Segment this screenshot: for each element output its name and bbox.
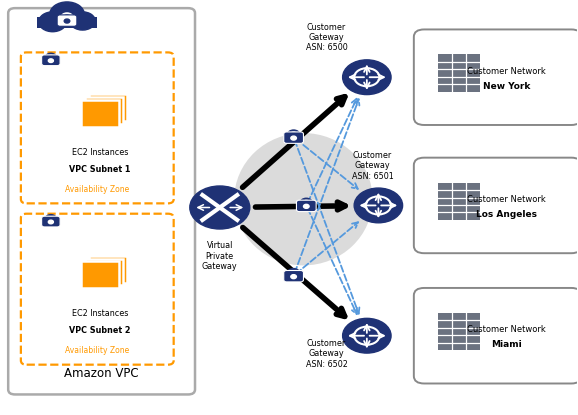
Text: Miami: Miami — [491, 340, 522, 349]
Text: Availability Zone: Availability Zone — [65, 346, 129, 355]
FancyBboxPatch shape — [438, 54, 480, 92]
Text: New York: New York — [483, 82, 530, 91]
FancyBboxPatch shape — [90, 94, 127, 121]
FancyBboxPatch shape — [21, 214, 173, 365]
Circle shape — [291, 275, 297, 278]
Text: Customer Network: Customer Network — [467, 195, 546, 204]
Circle shape — [303, 204, 309, 208]
FancyBboxPatch shape — [284, 271, 303, 282]
Text: Customer
Gateway
ASN: 6501: Customer Gateway ASN: 6501 — [352, 151, 394, 181]
Circle shape — [50, 2, 84, 27]
FancyBboxPatch shape — [42, 55, 60, 66]
Text: Virtual
Private
Gateway: Virtual Private Gateway — [202, 242, 238, 271]
FancyBboxPatch shape — [42, 216, 60, 227]
FancyBboxPatch shape — [86, 259, 123, 286]
FancyBboxPatch shape — [414, 29, 578, 125]
FancyBboxPatch shape — [438, 313, 480, 350]
Ellipse shape — [234, 133, 373, 266]
FancyBboxPatch shape — [8, 8, 195, 394]
Text: EC2 Instances: EC2 Instances — [72, 148, 128, 156]
FancyBboxPatch shape — [86, 97, 123, 124]
FancyBboxPatch shape — [438, 183, 480, 220]
Circle shape — [291, 136, 297, 140]
FancyBboxPatch shape — [284, 132, 303, 143]
Text: Availability Zone: Availability Zone — [65, 185, 129, 194]
FancyBboxPatch shape — [21, 52, 173, 203]
FancyBboxPatch shape — [81, 100, 119, 127]
Text: VPC Subnet 1: VPC Subnet 1 — [69, 165, 131, 174]
Text: EC2 Instances: EC2 Instances — [72, 309, 128, 318]
Text: Customer
Gateway
ASN: 6502: Customer Gateway ASN: 6502 — [306, 339, 347, 369]
Circle shape — [70, 12, 95, 30]
FancyBboxPatch shape — [37, 17, 97, 27]
Text: Customer Network: Customer Network — [467, 325, 546, 334]
FancyBboxPatch shape — [81, 261, 119, 288]
Text: Customer
Gateway
ASN: 6500: Customer Gateway ASN: 6500 — [306, 22, 347, 52]
Text: VPC Subnet 2: VPC Subnet 2 — [69, 326, 131, 335]
Circle shape — [49, 220, 53, 224]
Circle shape — [39, 12, 66, 32]
Circle shape — [343, 318, 391, 353]
FancyBboxPatch shape — [297, 200, 316, 212]
Text: Amazon VPC: Amazon VPC — [64, 367, 139, 380]
Circle shape — [354, 188, 403, 223]
Text: Customer Network: Customer Network — [467, 66, 546, 76]
FancyBboxPatch shape — [414, 158, 578, 253]
Circle shape — [190, 186, 250, 229]
Circle shape — [49, 59, 53, 63]
FancyBboxPatch shape — [57, 15, 77, 26]
Circle shape — [343, 60, 391, 95]
FancyBboxPatch shape — [414, 288, 578, 383]
FancyBboxPatch shape — [90, 256, 127, 283]
Circle shape — [64, 19, 70, 23]
Text: Los Angeles: Los Angeles — [476, 210, 537, 219]
